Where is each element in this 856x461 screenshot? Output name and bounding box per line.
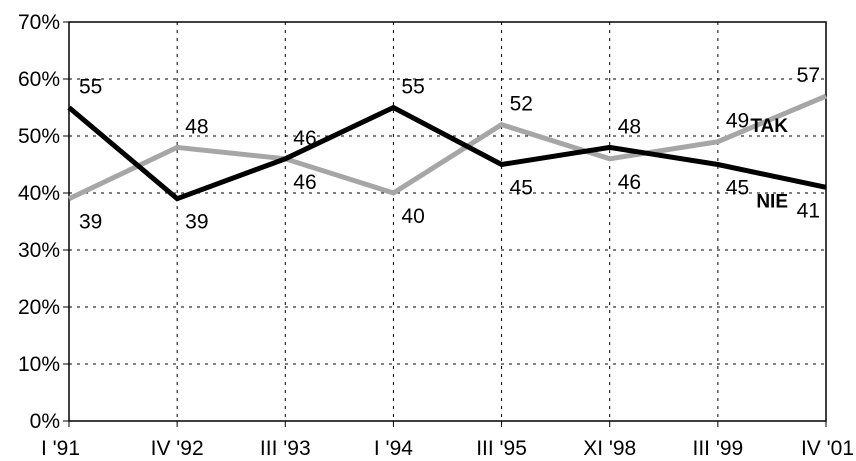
y-tick-label: 20% [18, 296, 60, 319]
y-axis-ticks: 0% 10% 20% 30% 40% 50% 60% 70% [18, 11, 69, 433]
y-tick-label: 10% [18, 353, 60, 376]
data-label-nie: 48 [618, 115, 641, 138]
series-names: TAK NIE [750, 116, 788, 212]
y-tick-label: 70% [18, 11, 60, 34]
y-tick-label: 40% [18, 182, 60, 205]
data-label-nie: 45 [726, 177, 749, 200]
grid-lines [69, 22, 826, 421]
data-label-tak: 39 [79, 211, 102, 234]
series-name-tak: TAK [750, 116, 788, 137]
data-label-tak: 49 [726, 110, 749, 133]
y-tick-label: 60% [18, 68, 60, 91]
series-name-nie: NIE [756, 191, 788, 212]
series-lines [67, 93, 827, 202]
data-label-tak: 46 [618, 171, 641, 194]
data-label-tak: 40 [401, 205, 424, 228]
data-label-nie: 41 [797, 199, 820, 222]
data-label-tak: 57 [797, 64, 820, 87]
x-tick-label: I '94 [374, 437, 413, 460]
data-labels: 55 39 39 48 46 46 55 40 45 52 48 46 45 49 41 57 [79, 64, 820, 234]
data-label-nie: 45 [510, 177, 533, 200]
x-tick-label: III '99 [692, 437, 743, 460]
y-tick-label: 50% [18, 125, 60, 148]
x-axis-ticks: I '91 IV '92 III '93 I '94 III '95 XI '98 III … [41, 421, 854, 460]
data-label-nie: 39 [185, 211, 208, 234]
x-tick-label: IV '01 [801, 437, 854, 460]
data-label-tak: 52 [510, 93, 533, 116]
x-tick-label: I '91 [41, 437, 80, 460]
data-label-nie: 55 [79, 76, 102, 99]
data-label-tak: 46 [293, 127, 316, 150]
series-line-tak [67, 93, 827, 201]
x-tick-label: XI '98 [583, 437, 636, 460]
data-label-nie: 46 [293, 171, 316, 194]
series-line-nie [67, 104, 827, 202]
x-tick-label: III '93 [260, 437, 311, 460]
x-tick-label: IV '92 [151, 437, 204, 460]
y-tick-label: 0% [30, 410, 60, 433]
data-label-nie: 55 [401, 76, 424, 99]
data-label-tak: 48 [185, 115, 208, 138]
plot-frame [68, 21, 827, 422]
x-tick-label: III '95 [476, 437, 527, 460]
plot-area-border [68, 21, 827, 422]
y-tick-label: 30% [18, 239, 60, 262]
